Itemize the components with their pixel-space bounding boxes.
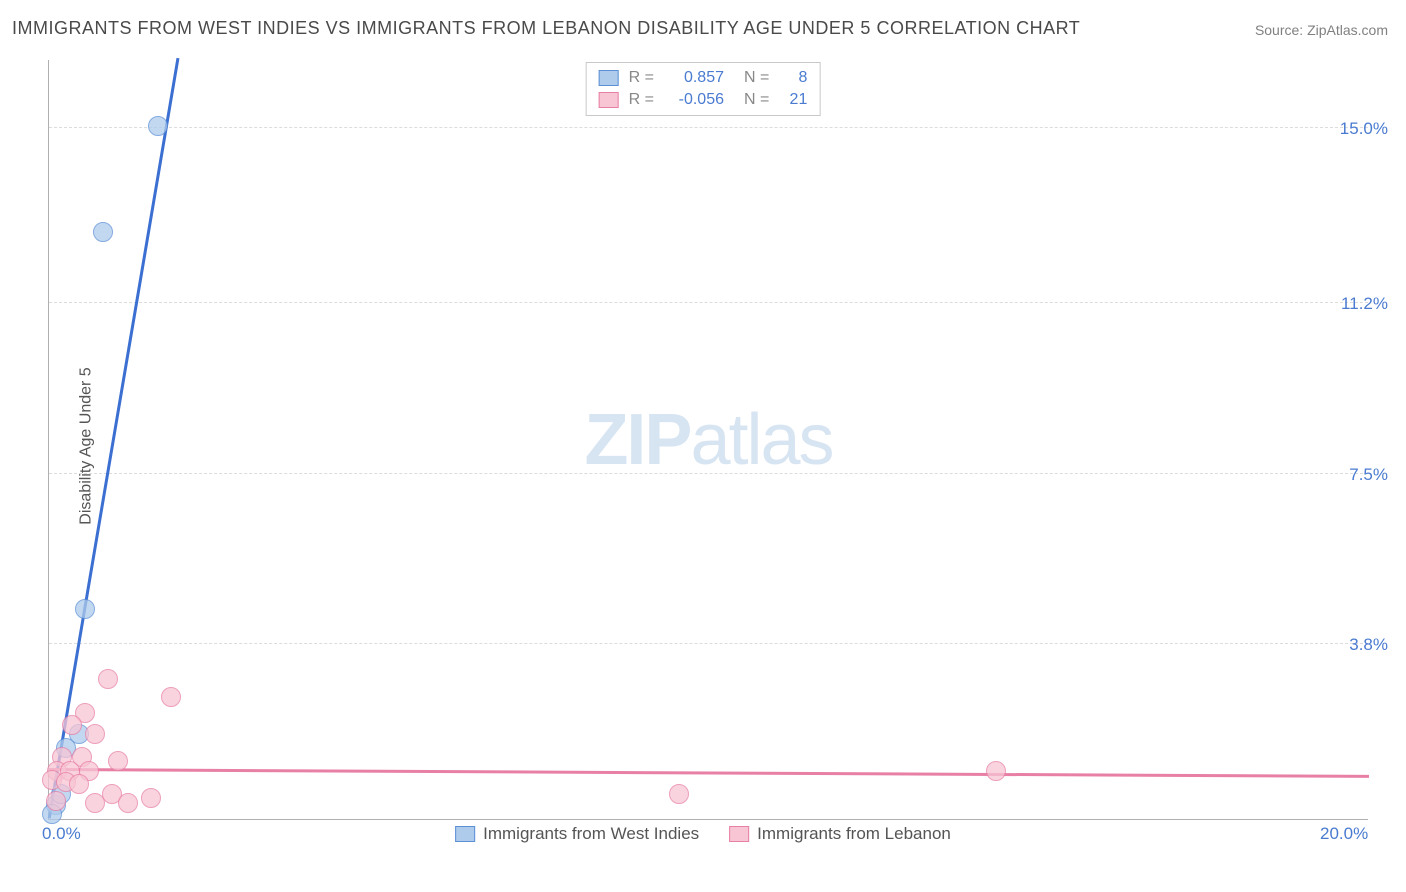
data-point (118, 793, 138, 813)
legend-series: Immigrants from West Indies Immigrants fr… (455, 824, 951, 844)
data-point (46, 791, 66, 811)
watermark-rest: atlas (690, 400, 832, 480)
legend-stats-row: R = -0.056 N = 21 (599, 89, 808, 111)
trend-line (49, 768, 1369, 777)
gridline (49, 127, 1368, 128)
y-tick-label: 7.5% (1349, 465, 1388, 485)
chart-title: IMMIGRANTS FROM WEST INDIES VS IMMIGRANT… (12, 18, 1080, 39)
plot-area: ZIPatlas (48, 60, 1368, 820)
data-point (85, 793, 105, 813)
data-point (93, 222, 113, 242)
legend-stats-row: R = 0.857 N = 8 (599, 67, 808, 89)
x-tick-label: 20.0% (1320, 824, 1368, 844)
r-value: 0.857 (664, 69, 724, 87)
r-equals: R = (629, 91, 654, 109)
watermark-bold: ZIP (584, 400, 690, 480)
data-point (669, 784, 689, 804)
legend-swatch (729, 826, 749, 842)
gridline (49, 302, 1368, 303)
y-tick-label: 3.8% (1349, 635, 1388, 655)
data-point (148, 116, 168, 136)
trend-line (48, 58, 179, 818)
data-point (85, 724, 105, 744)
data-point (986, 761, 1006, 781)
r-equals: R = (629, 69, 654, 87)
y-tick-label: 15.0% (1340, 119, 1388, 139)
legend-swatch (455, 826, 475, 842)
n-value: 8 (779, 69, 807, 87)
data-point (62, 715, 82, 735)
x-tick-label: 0.0% (42, 824, 81, 844)
n-equals: N = (744, 91, 769, 109)
data-point (141, 788, 161, 808)
watermark: ZIPatlas (584, 399, 832, 481)
n-equals: N = (744, 69, 769, 87)
legend-series-item: Immigrants from Lebanon (729, 824, 951, 844)
source-label: Source: ZipAtlas.com (1255, 22, 1388, 38)
gridline (49, 643, 1368, 644)
legend-label: Immigrants from West Indies (483, 824, 699, 844)
legend-stats: R = 0.857 N = 8 R = -0.056 N = 21 (586, 62, 821, 116)
data-point (98, 669, 118, 689)
gridline (49, 473, 1368, 474)
legend-series-item: Immigrants from West Indies (455, 824, 699, 844)
y-tick-label: 11.2% (1341, 294, 1388, 314)
data-point (75, 599, 95, 619)
legend-swatch (599, 92, 619, 108)
data-point (108, 751, 128, 771)
legend-label: Immigrants from Lebanon (757, 824, 951, 844)
legend-swatch (599, 70, 619, 86)
data-point (69, 774, 89, 794)
n-value: 21 (779, 91, 807, 109)
r-value: -0.056 (664, 91, 724, 109)
data-point (161, 687, 181, 707)
